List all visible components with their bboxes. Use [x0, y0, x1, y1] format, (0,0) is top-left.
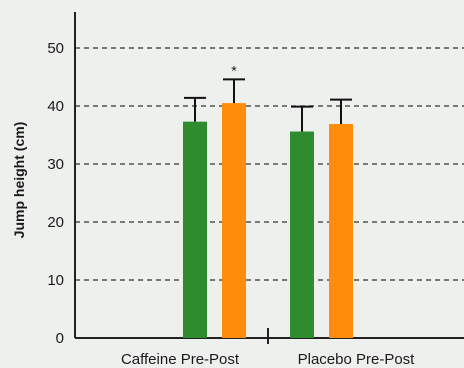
- y-tick-label: 40: [47, 98, 64, 115]
- bar: [290, 131, 314, 338]
- category-label: Caffeine Pre-Post: [121, 351, 240, 368]
- category-label: Placebo Pre-Post: [298, 351, 416, 368]
- error-bars: [184, 78, 352, 132]
- y-tick-label: 30: [47, 156, 64, 173]
- y-tick-label: 10: [47, 272, 64, 289]
- y-tick-label: 20: [47, 214, 64, 231]
- significance-marker: *: [231, 62, 237, 78]
- bars: [183, 103, 353, 338]
- category-labels: Caffeine Pre-Post Placebo Pre-Post: [121, 351, 415, 368]
- y-tick-label: 50: [47, 40, 64, 57]
- bar: [222, 103, 246, 338]
- grid-lines: [75, 47, 464, 281]
- y-axis-label: Jump height (cm): [11, 122, 27, 239]
- y-tick-labels: 0 10 20 30 40 50: [47, 40, 64, 347]
- y-tick-label: 0: [56, 330, 64, 347]
- bar: [329, 123, 353, 338]
- bar: [183, 121, 207, 338]
- annotations: *: [231, 62, 237, 78]
